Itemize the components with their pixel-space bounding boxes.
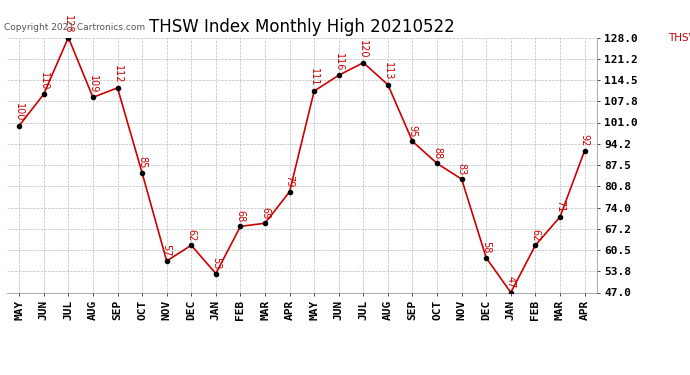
Text: 120: 120: [358, 40, 368, 58]
Text: 69: 69: [260, 207, 270, 219]
Text: 113: 113: [383, 62, 393, 81]
Text: 47: 47: [506, 276, 516, 288]
Text: 111: 111: [309, 69, 319, 87]
Text: 128: 128: [63, 15, 73, 33]
Text: 112: 112: [112, 65, 123, 84]
Text: 85: 85: [137, 156, 147, 169]
Text: 110: 110: [39, 72, 49, 90]
Text: 83: 83: [457, 163, 466, 175]
Text: 88: 88: [432, 147, 442, 159]
Text: Copyright 2021 Cartronics.com: Copyright 2021 Cartronics.com: [4, 23, 145, 32]
Title: THSW Index Monthly High 20210522: THSW Index Monthly High 20210522: [149, 18, 455, 36]
Text: 71: 71: [555, 200, 565, 213]
Text: 109: 109: [88, 75, 98, 93]
Text: 92: 92: [580, 134, 589, 147]
Text: 62: 62: [531, 229, 540, 241]
Text: 58: 58: [481, 242, 491, 254]
Text: 116: 116: [334, 53, 344, 71]
Text: 68: 68: [235, 210, 246, 222]
Text: 79: 79: [284, 175, 295, 188]
Text: 57: 57: [161, 244, 172, 257]
Text: 100: 100: [14, 103, 24, 122]
Text: 62: 62: [186, 229, 196, 241]
Y-axis label: THSW (°F): THSW (°F): [668, 32, 690, 42]
Text: 53: 53: [211, 257, 221, 270]
Text: 95: 95: [408, 125, 417, 137]
